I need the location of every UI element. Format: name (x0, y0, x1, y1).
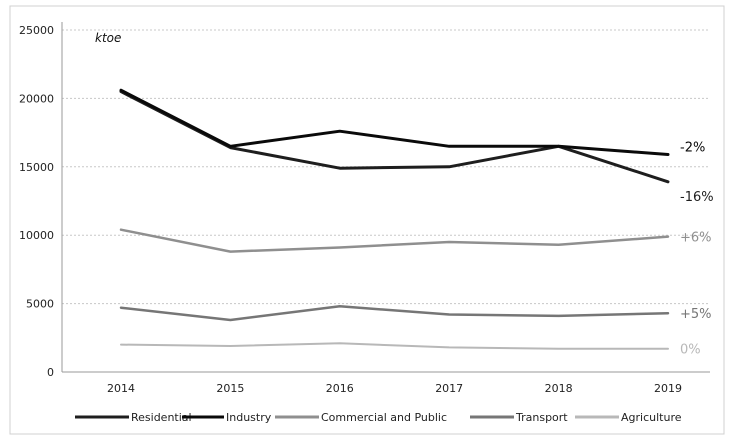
chart-frame (9, 5, 725, 435)
series-line-transport (119, 305, 670, 322)
end-label-commercial-and-public: +6% (680, 231, 712, 246)
x-tick-label: 2015 (216, 382, 244, 395)
series-lines (119, 88, 670, 350)
y-tick-label: 0 (47, 366, 54, 379)
legend-label: Commercial and Public (321, 411, 447, 424)
series-line-agriculture (120, 342, 669, 350)
legend-item: Industry (182, 411, 272, 424)
y-tick-label: 25000 (19, 24, 54, 37)
end-label-industry: -2% (680, 140, 705, 155)
legend-label: Industry (226, 411, 272, 424)
end-label-residential: -16% (680, 190, 714, 205)
legend-item: Agriculture (575, 411, 682, 424)
legend-item: Transport (470, 411, 568, 424)
legend-label: Agriculture (621, 411, 682, 424)
y-tick-label: 10000 (19, 229, 54, 242)
legend: Residential Industry Commercial and Public… (75, 411, 682, 424)
y-tick-label: 15000 (19, 161, 54, 174)
legend-item: Residential (75, 411, 192, 424)
end-label-agriculture: 0% (680, 343, 701, 358)
unit-label: ktoe (95, 31, 121, 45)
x-tick-label: 2019 (654, 382, 682, 395)
x-tick-label: 2017 (435, 382, 463, 395)
x-tick-label: 2016 (326, 382, 354, 395)
y-tick-label: 20000 (19, 92, 54, 105)
x-tick-label: 2018 (545, 382, 573, 395)
legend-label: Residential (131, 411, 192, 424)
legend-label: Transport (515, 411, 568, 424)
series-line-commercial-and-public (119, 228, 670, 253)
legend-item: Commercial and Public (275, 411, 447, 424)
end-labels: -16% -2% +6% +5% 0% (680, 140, 714, 357)
axes: 0 5000 10000 15000 20000 25000 2014 2015 2016 201… (19, 22, 710, 395)
y-tick-label: 5000 (26, 298, 54, 311)
series-line-industry (119, 88, 670, 156)
end-label-transport: +5% (680, 307, 712, 322)
x-tick-label: 2014 (107, 382, 135, 395)
